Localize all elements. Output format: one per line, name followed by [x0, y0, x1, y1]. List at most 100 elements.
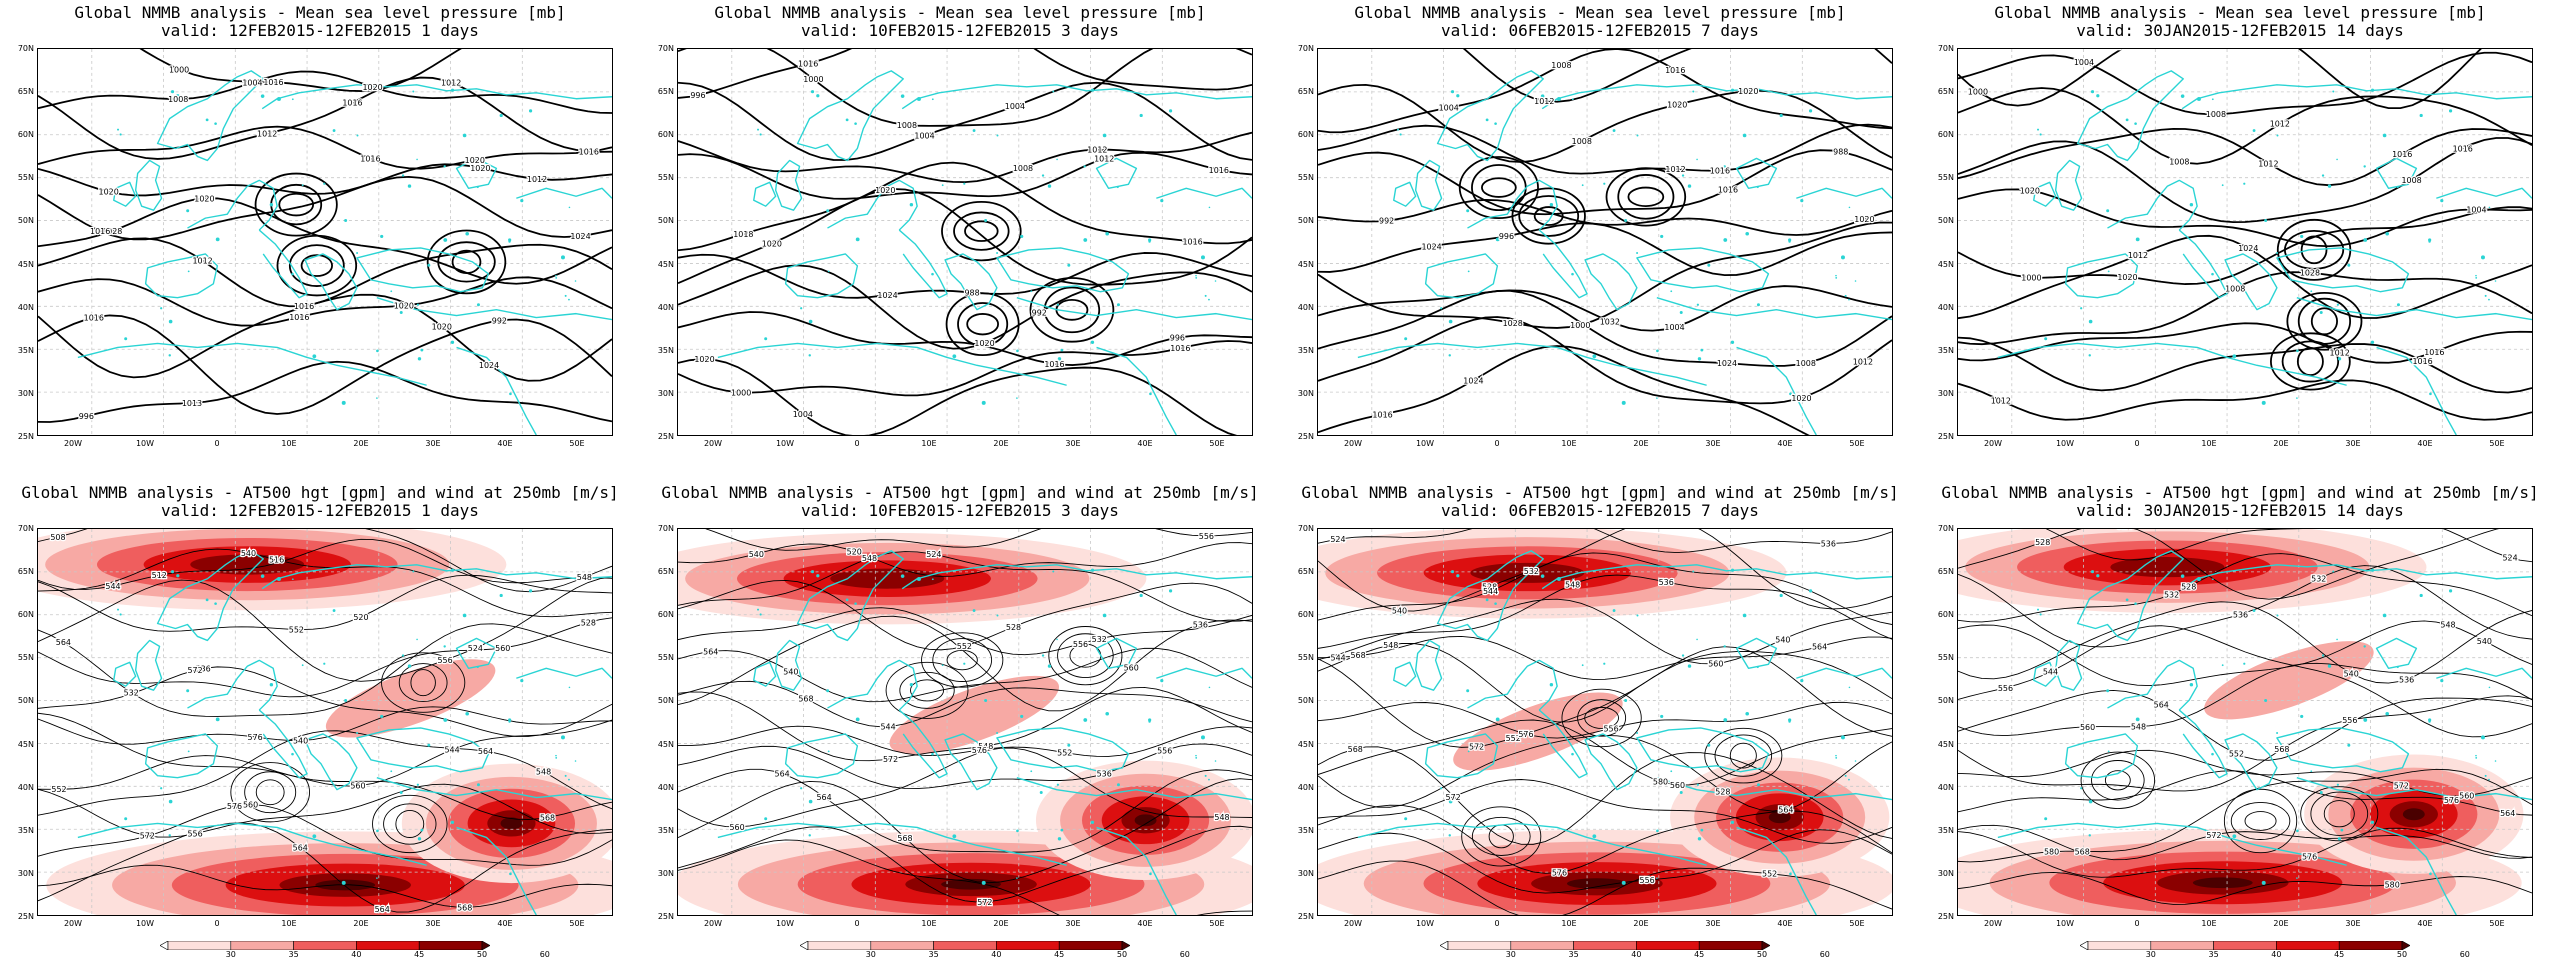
contour-label: 1020: [361, 82, 384, 93]
coastline: [1538, 229, 1588, 299]
contour-line: [678, 768, 1252, 853]
island: [214, 602, 217, 605]
colorbar-tick-label: 45: [2334, 950, 2345, 959]
island: [2336, 158, 2338, 161]
svg-text:572: 572: [140, 832, 155, 841]
svg-text:564: 564: [56, 638, 71, 647]
coastline: [2054, 159, 2083, 211]
contour-center: [410, 669, 436, 697]
contour-label: 568: [797, 693, 815, 704]
contour-label: 564: [773, 768, 791, 779]
island: [1656, 397, 1658, 399]
island: [214, 122, 217, 125]
island: [276, 576, 281, 581]
island: [1696, 158, 1698, 161]
contour-label: 572: [2205, 830, 2223, 841]
contour-line: [1958, 601, 2532, 684]
svg-text:1008: 1008: [2401, 176, 2421, 185]
coastline: [1997, 822, 2347, 866]
island: [972, 129, 976, 132]
contour-label: 528: [1714, 786, 1732, 797]
coastline: [1467, 659, 1558, 711]
island: [2370, 820, 2375, 824]
contour-label: 564: [1777, 804, 1795, 815]
svg-text:572: 572: [2206, 831, 2221, 840]
svg-text:536: 536: [1821, 539, 1836, 548]
colorbar-swatch: [807, 941, 872, 950]
contour-line: [1958, 271, 2532, 346]
island: [2211, 752, 2214, 756]
island: [1730, 568, 1735, 572]
contour-label: 536: [1192, 619, 1210, 630]
island: [909, 203, 914, 207]
island: [1779, 113, 1783, 118]
svg-text:548: 548: [1565, 580, 1580, 589]
island: [1466, 209, 1470, 213]
svg-text:548: 548: [1383, 641, 1398, 650]
island: [568, 778, 570, 781]
svg-text:572: 572: [1446, 793, 1461, 802]
island: [450, 820, 455, 824]
lon-tick-label: 30E: [2345, 439, 2361, 448]
lat-tick-label: 55N: [657, 173, 674, 183]
svg-text:516: 516: [269, 556, 284, 565]
island: [1621, 880, 1626, 885]
lon-tick-label: 10E: [2201, 439, 2217, 448]
contour-label: 1024: [569, 231, 592, 242]
contour-line: [1958, 690, 2532, 761]
island: [1495, 717, 1500, 722]
contour-line: [1958, 553, 2532, 623]
colorbar-swatch: [1058, 941, 1123, 950]
contour-label: 576: [2301, 851, 2319, 862]
contour-label: 564: [1811, 641, 1829, 652]
coastline: [2181, 564, 2532, 590]
contour-label: 568: [2073, 846, 2091, 857]
contour-center: [1461, 806, 1542, 867]
island: [1840, 735, 1845, 740]
island: [390, 290, 393, 293]
contour-line: [38, 804, 612, 866]
contour-center: [244, 771, 297, 814]
island: [465, 711, 469, 716]
island: [1399, 133, 1402, 136]
island: [826, 689, 830, 693]
contour-line: [1318, 345, 1810, 435]
lat-tick-label: 65N: [1297, 567, 1314, 577]
coastline: [2224, 253, 2278, 311]
contour-center: [946, 649, 978, 671]
svg-text:1016: 1016: [579, 148, 599, 157]
contour-center: [276, 234, 358, 297]
contour-line: [1462, 49, 1892, 103]
island: [2221, 664, 2224, 667]
svg-text:1016: 1016: [1665, 66, 1685, 75]
contour-line: [1318, 529, 1892, 554]
island: [124, 817, 128, 821]
svg-text:1020: 1020: [394, 302, 414, 311]
map-canvas: 516 520 524 528 532 536 540 544 548 552 556 560 564 5…: [678, 529, 1252, 915]
island: [1056, 303, 1059, 306]
island: [1195, 277, 1198, 279]
svg-text:1012: 1012: [257, 130, 277, 139]
island: [1039, 311, 1043, 315]
island: [124, 337, 128, 341]
svg-text:1016: 1016: [1710, 167, 1730, 176]
island: [1450, 90, 1455, 94]
svg-text:1024: 1024: [1717, 359, 1737, 368]
island: [450, 568, 455, 572]
lon-tick-label: 40E: [2417, 919, 2433, 928]
lat-tick-label: 50N: [1297, 216, 1314, 226]
island: [2276, 614, 2279, 617]
island: [1102, 133, 1107, 138]
lon-tick-label: 0: [2134, 919, 2140, 928]
contour-line: [1958, 87, 2532, 165]
contour-label: 1012: [2127, 250, 2150, 261]
lon-tick-label: 50E: [1849, 439, 1865, 448]
island: [757, 128, 760, 131]
island: [1556, 576, 1561, 581]
island: [476, 186, 479, 189]
island: [332, 609, 336, 612]
wind-colorbar: [1440, 941, 1770, 950]
island: [2106, 689, 2110, 693]
svg-text:1012: 1012: [1094, 155, 1114, 164]
contour-line: [38, 576, 612, 682]
